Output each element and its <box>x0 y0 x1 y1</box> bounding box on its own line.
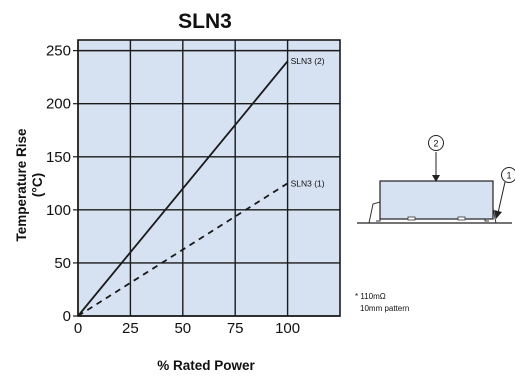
y-tick-label: 200 <box>46 96 71 113</box>
left-terminal <box>368 201 381 224</box>
callout-label-side: 1 <box>506 171 511 181</box>
y-axis-label: Temperature Rise <box>14 128 29 242</box>
pad-right <box>457 216 466 221</box>
arrowhead-top <box>432 175 440 182</box>
resistor-diagram: 2 1 <box>357 135 515 224</box>
y-tick-label: 150 <box>46 149 71 166</box>
axis-ticks: 0 25 50 75 100 0 50 100 150 200 250 <box>46 43 300 337</box>
series-line-1 <box>77 60 289 317</box>
footnote-resistance: * 110mΩ <box>355 292 386 301</box>
x-tick-label: 100 <box>275 320 300 337</box>
series-layer: SLN3 (2) SLN3 (1) <box>77 56 325 317</box>
callout-label-top: 2 <box>433 139 438 149</box>
y-tick-label: 0 <box>63 308 71 325</box>
series-label-1: SLN3 (2) <box>291 56 325 66</box>
chart-title: SLN3 <box>178 10 232 33</box>
series-label-2: SLN3 (1) <box>291 178 325 188</box>
plot-frame <box>77 39 341 317</box>
footnote-pattern: 10mm pattern <box>360 304 409 313</box>
x-tick-label: 0 <box>74 320 82 337</box>
x-axis-label: % Rated Power <box>157 358 255 373</box>
arrowhead-side <box>494 210 502 219</box>
pad-left <box>407 216 416 221</box>
x-tick-label: 25 <box>122 320 139 337</box>
x-tick-label: 50 <box>174 320 191 337</box>
y-axis-title: Temperature Rise (°C) <box>14 128 45 242</box>
y-tick-label: 100 <box>46 202 71 219</box>
y-tick-label: 50 <box>54 255 71 272</box>
plot-area <box>78 40 340 316</box>
y-axis-unit: (°C) <box>30 173 45 197</box>
callout-circle-top <box>428 135 444 151</box>
x-tick-label: 75 <box>227 320 244 337</box>
grid <box>77 39 341 317</box>
resistor-body <box>379 180 494 220</box>
series-line-2 <box>77 182 289 317</box>
callout-arrow-side <box>497 181 506 214</box>
y-tick-label: 250 <box>46 43 71 60</box>
callout-circle-side <box>501 167 515 183</box>
